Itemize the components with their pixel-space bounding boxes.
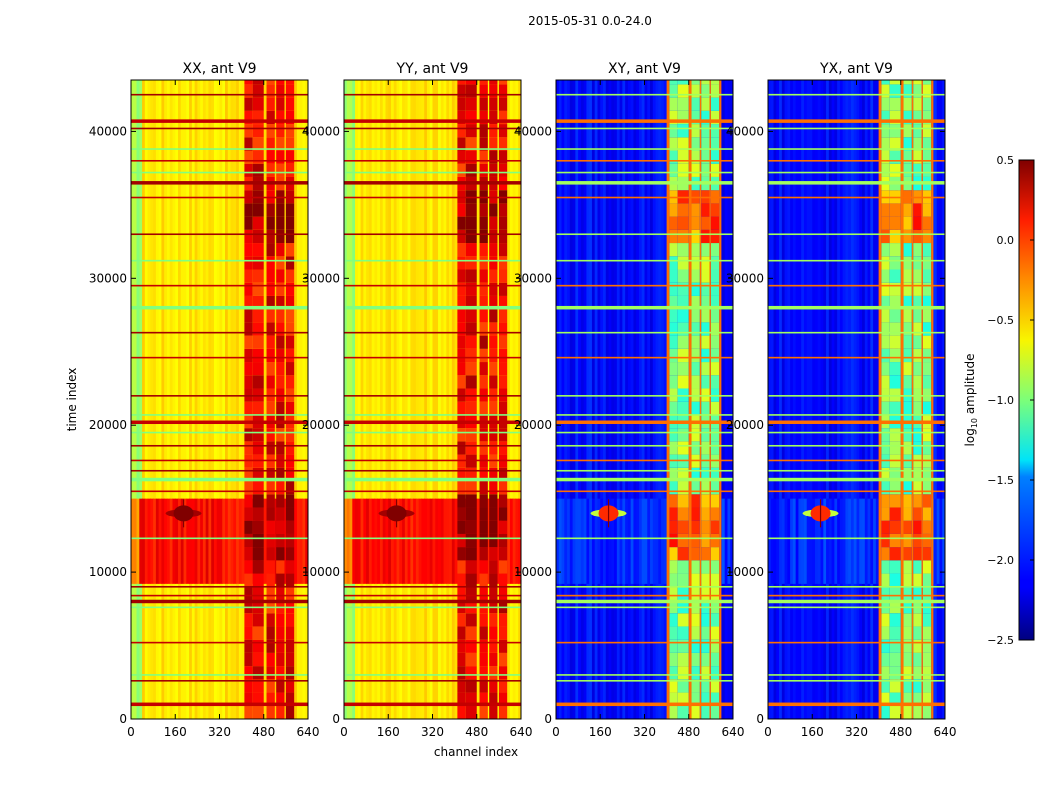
colorbar-tick-label: 0.5 bbox=[997, 154, 1015, 167]
y-tick-label: 0 bbox=[332, 712, 340, 726]
x-tick-label: 640 bbox=[510, 725, 533, 739]
panel-title: XY, ant V9 bbox=[608, 61, 681, 77]
colorbar-label-tail: amplitude bbox=[963, 354, 977, 418]
heatmap-image bbox=[768, 80, 945, 719]
panel-1: XX, ant V9 0 160 320 480 640 0 10000 20000 30000 4… bbox=[65, 61, 319, 739]
colorbar-label-main: log bbox=[963, 428, 977, 446]
heatmap-image bbox=[344, 80, 521, 719]
y-tick-label: 40000 bbox=[514, 124, 552, 138]
panel-title: XX, ant V9 bbox=[183, 61, 257, 77]
colorbar-label-sub: 10 bbox=[970, 418, 979, 428]
x-tick-label: 320 bbox=[208, 725, 231, 739]
x-tick-label: 0 bbox=[764, 725, 772, 739]
x-tick-label: 0 bbox=[340, 725, 348, 739]
y-tick-label: 0 bbox=[119, 712, 127, 726]
source-spike bbox=[182, 499, 185, 528]
figure-suptitle: 2015-05-31 0.0-24.0 bbox=[528, 14, 652, 28]
y-tick-label: 20000 bbox=[302, 418, 340, 432]
colorbar-label: log10 amplitude bbox=[963, 354, 979, 447]
x-axis-label: channel index bbox=[434, 745, 518, 759]
x-tick-label: 480 bbox=[677, 725, 700, 739]
y-tick-label: 10000 bbox=[726, 565, 764, 579]
y-tick-label: 10000 bbox=[514, 565, 552, 579]
heatmap-image bbox=[131, 80, 308, 719]
heatmap-image bbox=[556, 80, 733, 719]
y-tick-label: 30000 bbox=[726, 271, 764, 285]
colorbar-tick-label: −2.0 bbox=[987, 554, 1014, 567]
colorbar-tick-label: −2.5 bbox=[987, 634, 1014, 647]
y-tick-label: 20000 bbox=[726, 418, 764, 432]
panel-title: YY, ant V9 bbox=[396, 61, 469, 77]
y-tick-label: 0 bbox=[544, 712, 552, 726]
x-tick-label: 160 bbox=[164, 725, 187, 739]
source-spike bbox=[819, 499, 822, 528]
x-tick-label: 640 bbox=[722, 725, 745, 739]
y-tick-label: 40000 bbox=[89, 124, 127, 138]
y-tick-label: 30000 bbox=[514, 271, 552, 285]
y-axis-label: time index bbox=[65, 368, 79, 432]
y-tick-label: 20000 bbox=[89, 418, 127, 432]
y-tick-label: 20000 bbox=[514, 418, 552, 432]
y-tick-label: 10000 bbox=[302, 565, 340, 579]
x-tick-label: 480 bbox=[252, 725, 275, 739]
x-tick-label: 480 bbox=[465, 725, 488, 739]
x-tick-label: 320 bbox=[421, 725, 444, 739]
panel-2: YY, ant V9 0 160 320 480 640 0 10000 20000 30000 4… bbox=[302, 61, 533, 759]
y-tick-label: 30000 bbox=[89, 271, 127, 285]
y-tick-label: 40000 bbox=[726, 124, 764, 138]
y-tick-label: 0 bbox=[756, 712, 764, 726]
source-spike bbox=[395, 499, 398, 528]
y-tick-label: 10000 bbox=[89, 565, 127, 579]
panels-group: XX, ant V9 0 160 320 480 640 0 10000 20000 30000 4… bbox=[65, 61, 956, 759]
y-tick-label: 30000 bbox=[302, 271, 340, 285]
colorbar-tick-label: −0.5 bbox=[987, 314, 1014, 327]
source-spike bbox=[607, 499, 610, 528]
colorbar: 0.5 0.0 −0.5 −1.0 −1.5 −2.0 −2.5 log10 amplitud… bbox=[963, 154, 1035, 647]
panel-4: YX, ant V9 0 160 320 480 640 0 10000 20000 30000 4… bbox=[726, 61, 957, 739]
colorbar-tick-label: −1.5 bbox=[987, 474, 1014, 487]
colorbar-tick-label: −1.0 bbox=[987, 394, 1014, 407]
x-tick-label: 640 bbox=[934, 725, 957, 739]
x-tick-label: 160 bbox=[801, 725, 824, 739]
x-tick-label: 640 bbox=[297, 725, 320, 739]
colorbar-tick-label: 0.0 bbox=[997, 234, 1015, 247]
x-tick-label: 480 bbox=[889, 725, 912, 739]
panel-title: YX, ant V9 bbox=[819, 61, 893, 77]
panel-3: XY, ant V9 0 160 320 480 640 0 10000 20000 30000 4… bbox=[514, 61, 745, 739]
x-tick-label: 0 bbox=[552, 725, 560, 739]
x-tick-label: 320 bbox=[845, 725, 868, 739]
x-tick-label: 0 bbox=[127, 725, 135, 739]
x-tick-label: 160 bbox=[377, 725, 400, 739]
x-tick-label: 160 bbox=[589, 725, 612, 739]
x-tick-label: 320 bbox=[633, 725, 656, 739]
y-tick-label: 40000 bbox=[302, 124, 340, 138]
